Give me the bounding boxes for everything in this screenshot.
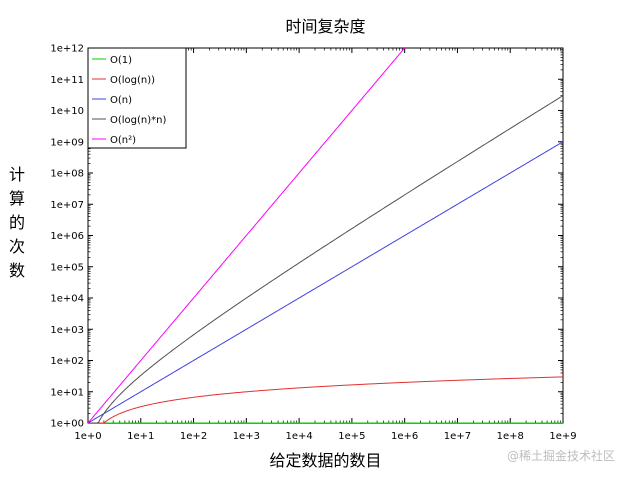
x-tick-label: 1e+2 <box>180 431 207 442</box>
x-tick-label: 1e+7 <box>444 431 471 442</box>
x-tick-label: 1e+4 <box>285 431 312 442</box>
x-tick-label: 1e+0 <box>74 431 101 442</box>
legend-label: O(n) <box>110 95 132 106</box>
y-tick-label: 1e+05 <box>50 262 84 273</box>
x-tick-label: 1e+8 <box>497 431 524 442</box>
y-axis-label-char: 计 <box>9 165 25 184</box>
x-tick-label: 1e+6 <box>391 431 418 442</box>
legend-label: O(1) <box>110 55 132 66</box>
series-line <box>89 376 563 423</box>
legend-label: O(log(n)) <box>110 75 155 86</box>
y-tick-label: 1e+10 <box>50 106 84 117</box>
watermark: @稀土掘金技术社区 <box>506 449 615 463</box>
y-tick-label: 1e+11 <box>50 75 84 86</box>
y-tick-label: 1e+03 <box>50 325 84 336</box>
y-axis: 1e+00 1e+01 1e+02 1e+03 1e+04 1e+05 1e+06 1e+07… <box>50 44 563 430</box>
series-group <box>88 48 563 423</box>
y-tick-label: 1e+01 <box>50 387 84 398</box>
x-tick-label: 1e+5 <box>338 431 365 442</box>
y-tick-label: 1e+09 <box>50 137 84 148</box>
x-tick-label: 1e+9 <box>549 431 576 442</box>
chart-title: 时间复杂度 <box>285 17 365 36</box>
y-axis-label-char: 的 <box>9 213 25 232</box>
legend-label: O(log(n)*n) <box>110 115 166 126</box>
y-tick-label: 1e+07 <box>50 200 84 211</box>
series-line <box>88 48 406 423</box>
x-tick-label: 1e+3 <box>233 431 260 442</box>
y-tick-label: 1e+00 <box>50 419 84 430</box>
legend: O(1) O(log(n)) O(n) O(log(n)*n) O(n²) <box>87 47 187 149</box>
y-tick-label: 1e+12 <box>50 44 84 55</box>
legend-label: O(n²) <box>110 135 136 146</box>
series-line <box>89 95 563 423</box>
y-tick-label: 1e+04 <box>50 294 84 305</box>
y-axis-label-char: 数 <box>9 261 25 280</box>
y-tick-label: 1e+08 <box>50 169 84 180</box>
y-axis-label-char: 算 <box>9 189 25 208</box>
y-tick-label: 1e+06 <box>50 231 84 242</box>
x-axis-label: 给定数据的数目 <box>269 451 381 470</box>
y-tick-label: 1e+02 <box>50 356 84 367</box>
series-line <box>88 141 563 423</box>
x-tick-label: 1e+1 <box>127 431 154 442</box>
y-axis-label-char: 次 <box>9 237 25 256</box>
legend-box <box>87 47 187 149</box>
